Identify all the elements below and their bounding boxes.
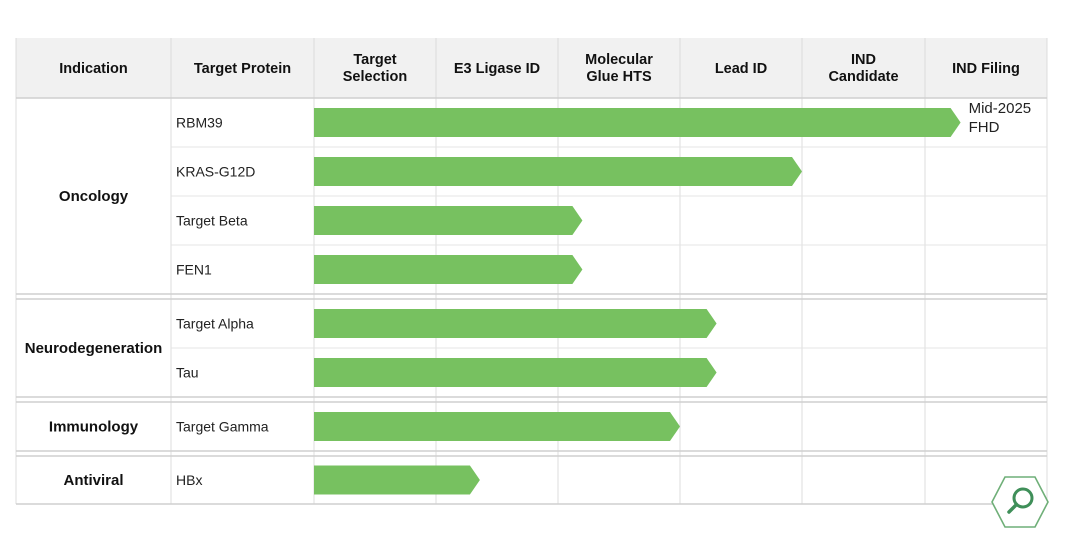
bar-target-beta [314, 206, 583, 235]
bar-kras-g12d [314, 157, 802, 186]
protein-target-beta: Target Beta [176, 213, 248, 229]
column-header-e3-ligase-id: E3 Ligase ID [454, 61, 540, 77]
protein-fen1: FEN1 [176, 262, 212, 278]
bar-target-gamma [314, 412, 680, 441]
protein-hbx: HBx [176, 472, 202, 488]
bar-target-alpha [314, 309, 717, 338]
column-header-lead-id: Lead ID [715, 61, 767, 77]
column-header-molecular-glue-hts: Molecular Glue HTS [585, 52, 653, 85]
header-background [16, 38, 1047, 98]
protein-tau: Tau [176, 365, 199, 381]
protein-target-gamma: Target Gamma [176, 419, 269, 435]
column-header-target-protein: Target Protein [194, 61, 291, 77]
column-header-ind-filing: IND Filing [952, 61, 1020, 77]
zoom-button[interactable] [990, 475, 1050, 529]
indication-antiviral: Antiviral [63, 472, 123, 489]
protein-rbm39: RBM39 [176, 115, 223, 131]
protein-kras-g12d: KRAS-G12D [176, 164, 255, 180]
indication-neurodegeneration: Neurodegeneration [25, 340, 163, 357]
magnifier-icon [991, 476, 1049, 528]
column-headers: Indication Target Protein Target Selection E… [59, 52, 1020, 85]
column-header-indication: Indication [59, 61, 127, 77]
bar-rbm39 [314, 108, 961, 137]
column-header-ind-candidate: IND Candidate [828, 52, 898, 85]
bar-fen1 [314, 255, 583, 284]
column-header-target-selection: Target Selection [343, 52, 407, 85]
indication-oncology: Oncology [59, 188, 129, 205]
milestone-note: Mid-2025 FHD [969, 100, 1032, 136]
indication-immunology: Immunology [49, 419, 139, 436]
progress-bars [314, 108, 961, 495]
bar-tau [314, 358, 717, 387]
row-labels: Oncology Neurodegeneration Immunology Antiv… [25, 100, 1031, 489]
protein-target-alpha: Target Alpha [176, 316, 254, 332]
bar-hbx [314, 465, 480, 495]
